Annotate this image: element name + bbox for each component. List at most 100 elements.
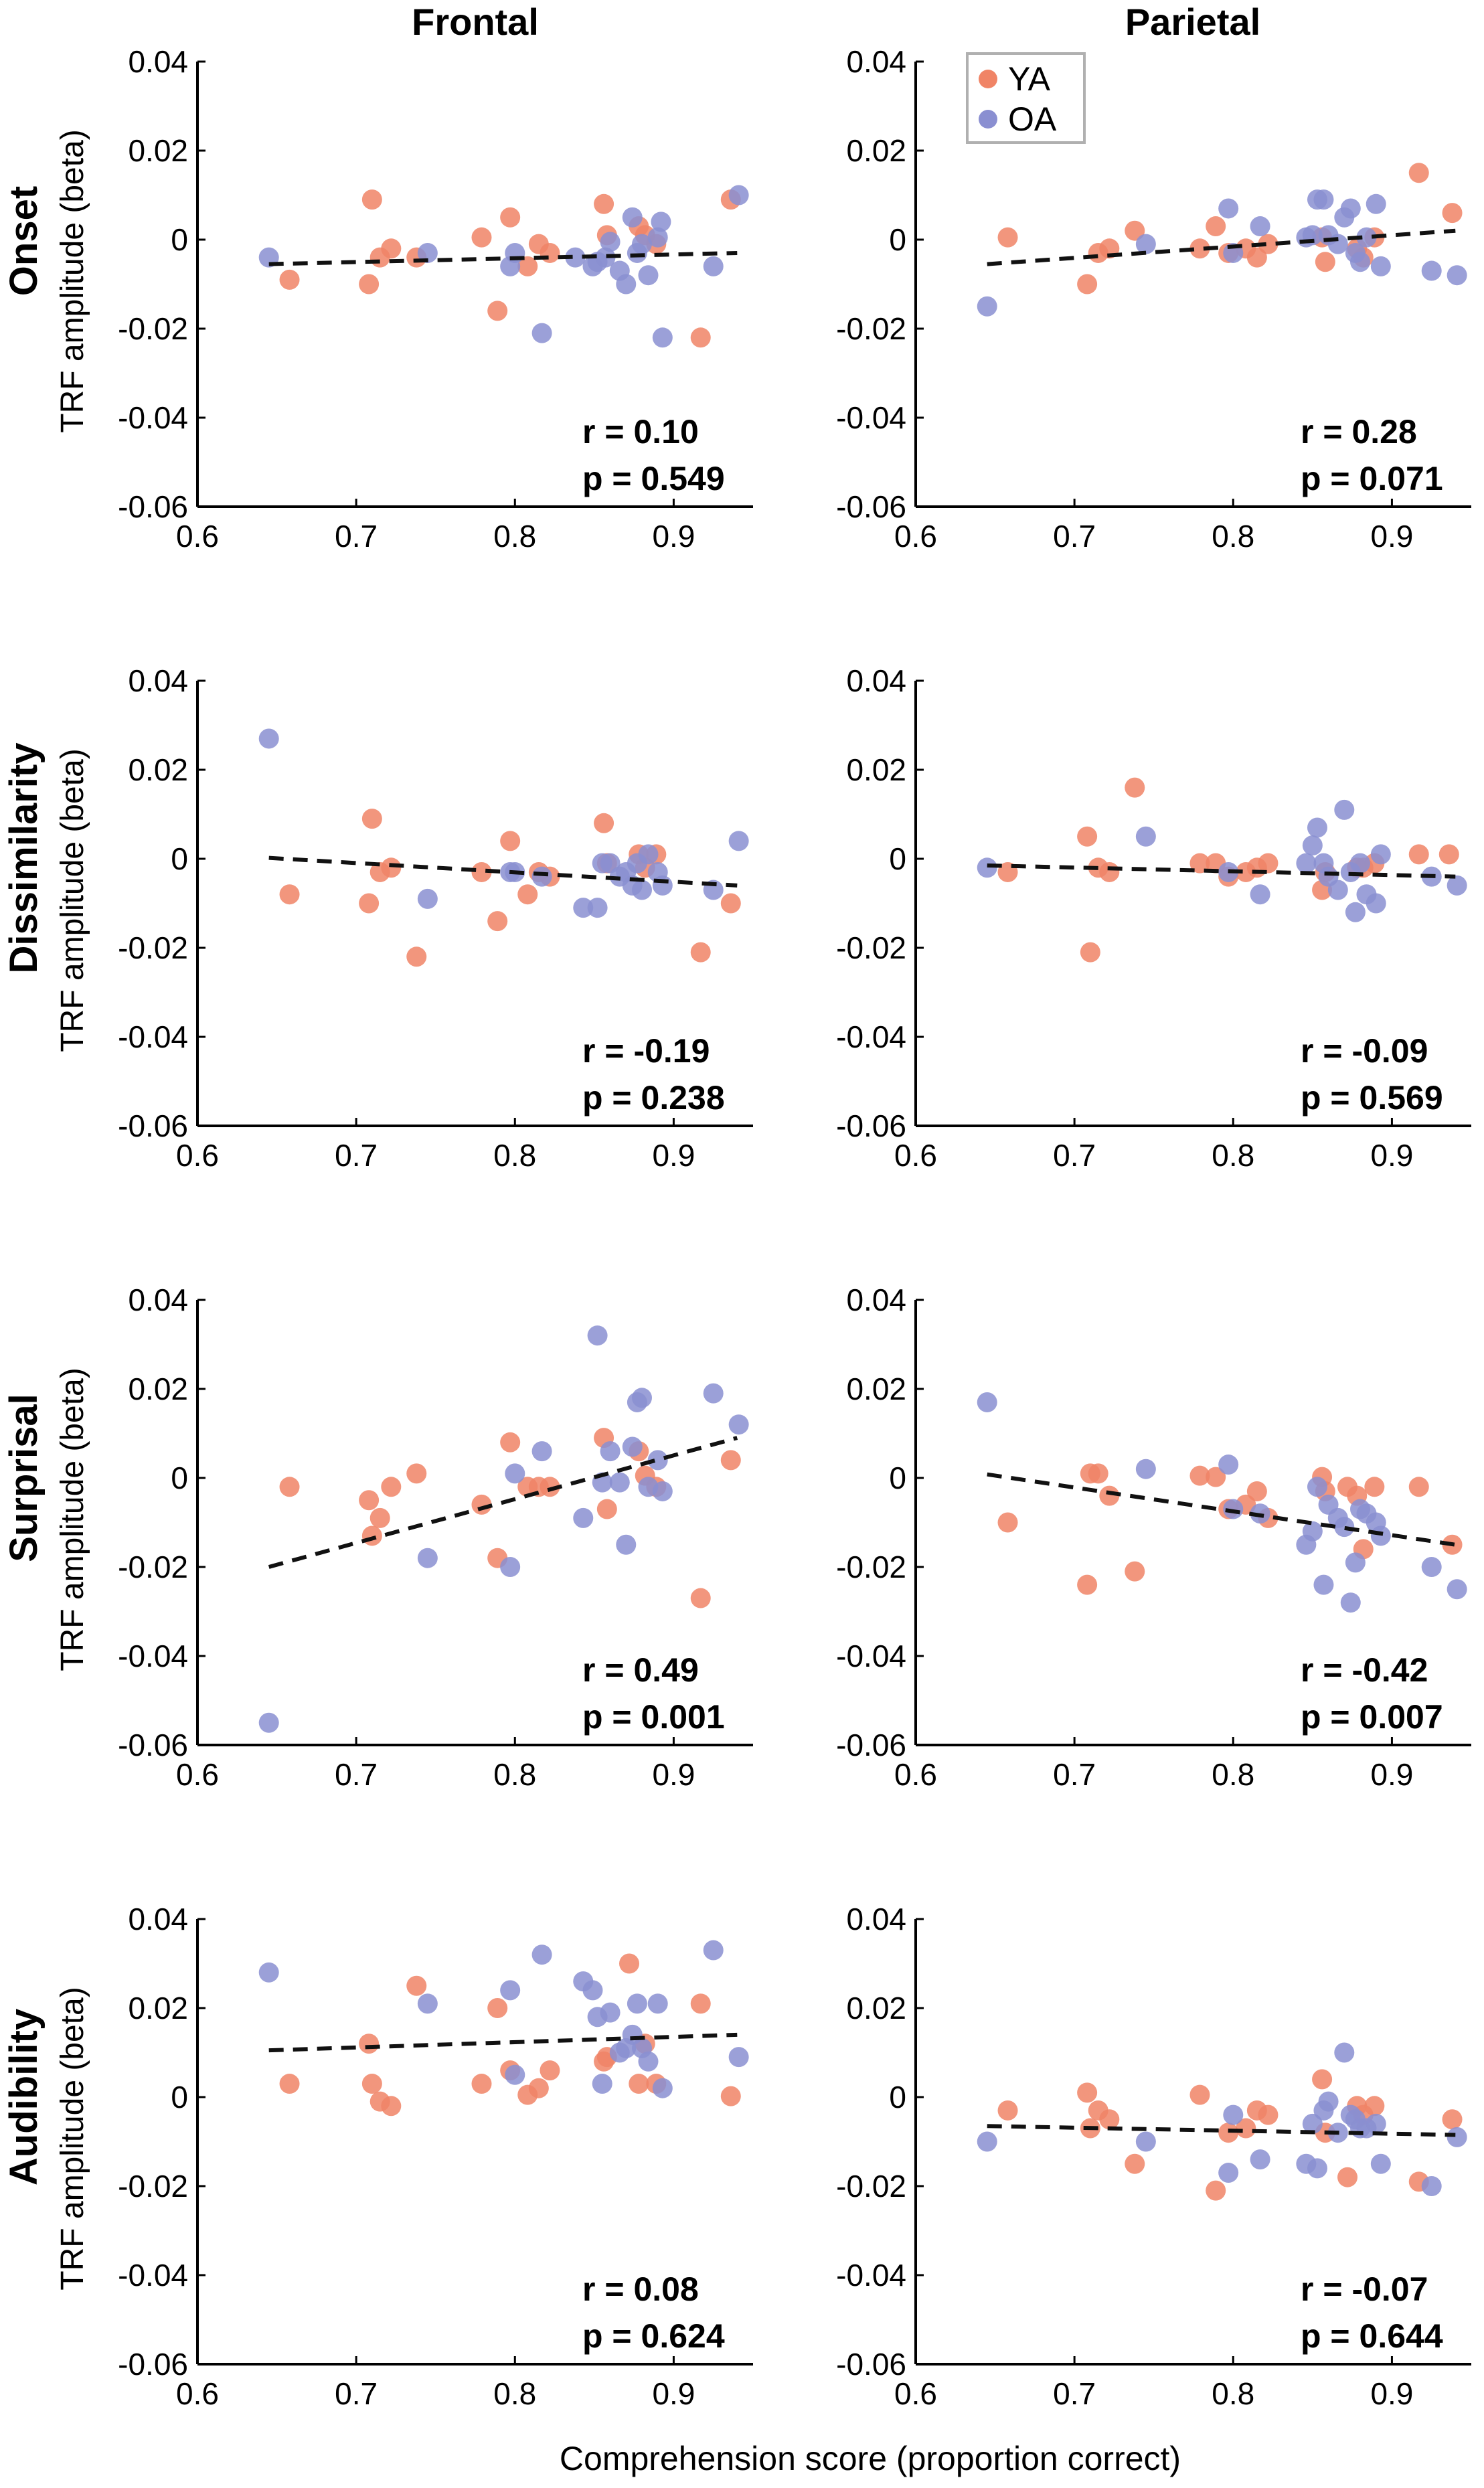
data-point-ya: [361, 1525, 382, 1546]
data-point-ya: [540, 242, 560, 263]
x-tick-label: 0.7: [335, 1138, 378, 1173]
data-point-oa: [1250, 216, 1270, 237]
data-point-oa: [1307, 817, 1327, 838]
data-point-ya: [997, 2100, 1018, 2121]
panel-surprisal-frontal: -0.06 -0.04 -0.02 0 0.02 0.04 0.6 0.7 0.8 0.9 r = …: [118, 1282, 753, 1792]
data-point-ya: [720, 893, 741, 914]
data-point-ya: [369, 1507, 390, 1528]
data-point-ya: [471, 2074, 492, 2094]
data-point-oa: [1447, 2127, 1467, 2147]
y-tick-label: -0.06: [836, 2347, 906, 2382]
data-point-oa: [531, 1441, 552, 1462]
data-point-ya: [1125, 2153, 1145, 2174]
data-point-oa: [652, 327, 673, 348]
y-tick-label: 0: [889, 841, 906, 876]
data-point-oa: [1370, 2153, 1391, 2174]
data-point-oa: [638, 265, 659, 286]
data-point-ya: [1189, 238, 1210, 259]
data-point-ya: [279, 1477, 300, 1497]
x-tick-label: 0.9: [1370, 519, 1413, 554]
x-tick-label: 0.7: [1053, 2376, 1096, 2411]
data-point-ya: [359, 1490, 380, 1511]
data-point-ya: [594, 813, 614, 833]
y-tick-label: -0.04: [118, 400, 188, 435]
row-title-audibility: Audibility: [2, 2009, 46, 2185]
data-point-ya: [720, 2086, 741, 2106]
data-point-oa: [647, 227, 668, 248]
y-tick-label: 0.04: [846, 44, 906, 79]
data-point-oa: [417, 242, 438, 263]
legend-label-oa: OA: [1008, 100, 1057, 138]
data-point-oa: [1334, 2042, 1355, 2063]
data-point-ya: [619, 1953, 640, 1974]
p-value-label: p = 0.644: [1301, 2317, 1443, 2355]
y-tick-label: -0.06: [118, 489, 188, 524]
data-point-oa: [622, 207, 643, 228]
x-tick-label: 0.6: [176, 1138, 219, 1173]
x-tick-label: 0.8: [493, 1757, 536, 1792]
y-tick-label: -0.04: [836, 2258, 906, 2293]
data-point-ya: [1077, 826, 1098, 847]
y-tick-label: -0.02: [118, 1550, 188, 1584]
data-point-ya: [517, 256, 538, 276]
data-point-oa: [1223, 2104, 1244, 2125]
x-tick-label: 0.7: [1053, 519, 1096, 554]
p-value-label: p = 0.001: [582, 1698, 725, 1736]
y-tick-label: 0.04: [846, 1902, 906, 1936]
data-point-oa: [1350, 252, 1370, 272]
data-point-oa: [592, 2074, 612, 2094]
data-point-oa: [728, 185, 749, 205]
data-point-oa: [616, 274, 637, 295]
data-point-ya: [1077, 274, 1098, 295]
data-point-ya: [381, 2096, 402, 2117]
x-tick-label: 0.6: [894, 1757, 937, 1792]
data-point-oa: [647, 1450, 668, 1471]
data-point-oa: [258, 728, 279, 749]
data-point-ya: [1438, 844, 1459, 865]
data-point-ya: [1077, 2082, 1098, 2103]
data-point-oa: [1447, 1579, 1467, 1600]
data-point-ya: [1408, 163, 1429, 183]
legend: YA OA: [966, 52, 1086, 144]
y-tick-label: 0.04: [128, 1902, 188, 1936]
data-point-oa: [565, 247, 586, 268]
p-value-label: p = 0.549: [582, 460, 725, 497]
row-title-surprisal: Surprisal: [2, 1394, 46, 1562]
data-point-oa: [1327, 880, 1348, 900]
y-tick-label: 0.04: [128, 44, 188, 79]
data-point-ya: [1125, 220, 1145, 241]
data-point-oa: [1340, 1592, 1361, 1613]
data-point-oa: [632, 234, 652, 254]
data-point-ya: [406, 1463, 427, 1484]
data-point-oa: [1302, 2113, 1323, 2134]
data-point-oa: [1334, 1517, 1355, 1538]
data-point-ya: [540, 2060, 560, 2081]
x-tick-label: 0.6: [176, 1757, 219, 1792]
data-point-ya: [1312, 2069, 1333, 2090]
data-point-oa: [1313, 189, 1334, 210]
x-tick-label: 0.6: [176, 2376, 219, 2411]
data-point-oa: [728, 2047, 749, 2068]
data-point-oa: [1370, 844, 1391, 865]
data-point-ya: [1258, 2104, 1279, 2125]
regression-line: [987, 2124, 1456, 2137]
regression-line: [268, 1436, 738, 1569]
data-point-oa: [1218, 2163, 1239, 2183]
data-point-oa: [1370, 1525, 1391, 1546]
data-point-oa: [1135, 234, 1156, 254]
data-point-oa: [573, 1507, 594, 1528]
data-point-ya: [471, 1494, 492, 1515]
data-point-ya: [1077, 1574, 1098, 1595]
legend-marker-ya: [979, 70, 997, 88]
x-tick-label: 0.8: [493, 2376, 536, 2411]
data-point-ya: [1189, 853, 1210, 874]
data-point-oa: [616, 1534, 637, 1555]
data-point-ya: [359, 274, 380, 295]
data-point-ya: [690, 1993, 711, 2014]
data-point-oa: [1370, 256, 1391, 276]
data-point-oa: [977, 296, 997, 317]
y-axis-label-row-4: TRF amplitude (beta): [55, 1987, 90, 2291]
data-point-oa: [1340, 198, 1361, 219]
r-value-label: r = -0.07: [1301, 2270, 1428, 2308]
p-value-label: p = 0.071: [1301, 460, 1443, 497]
